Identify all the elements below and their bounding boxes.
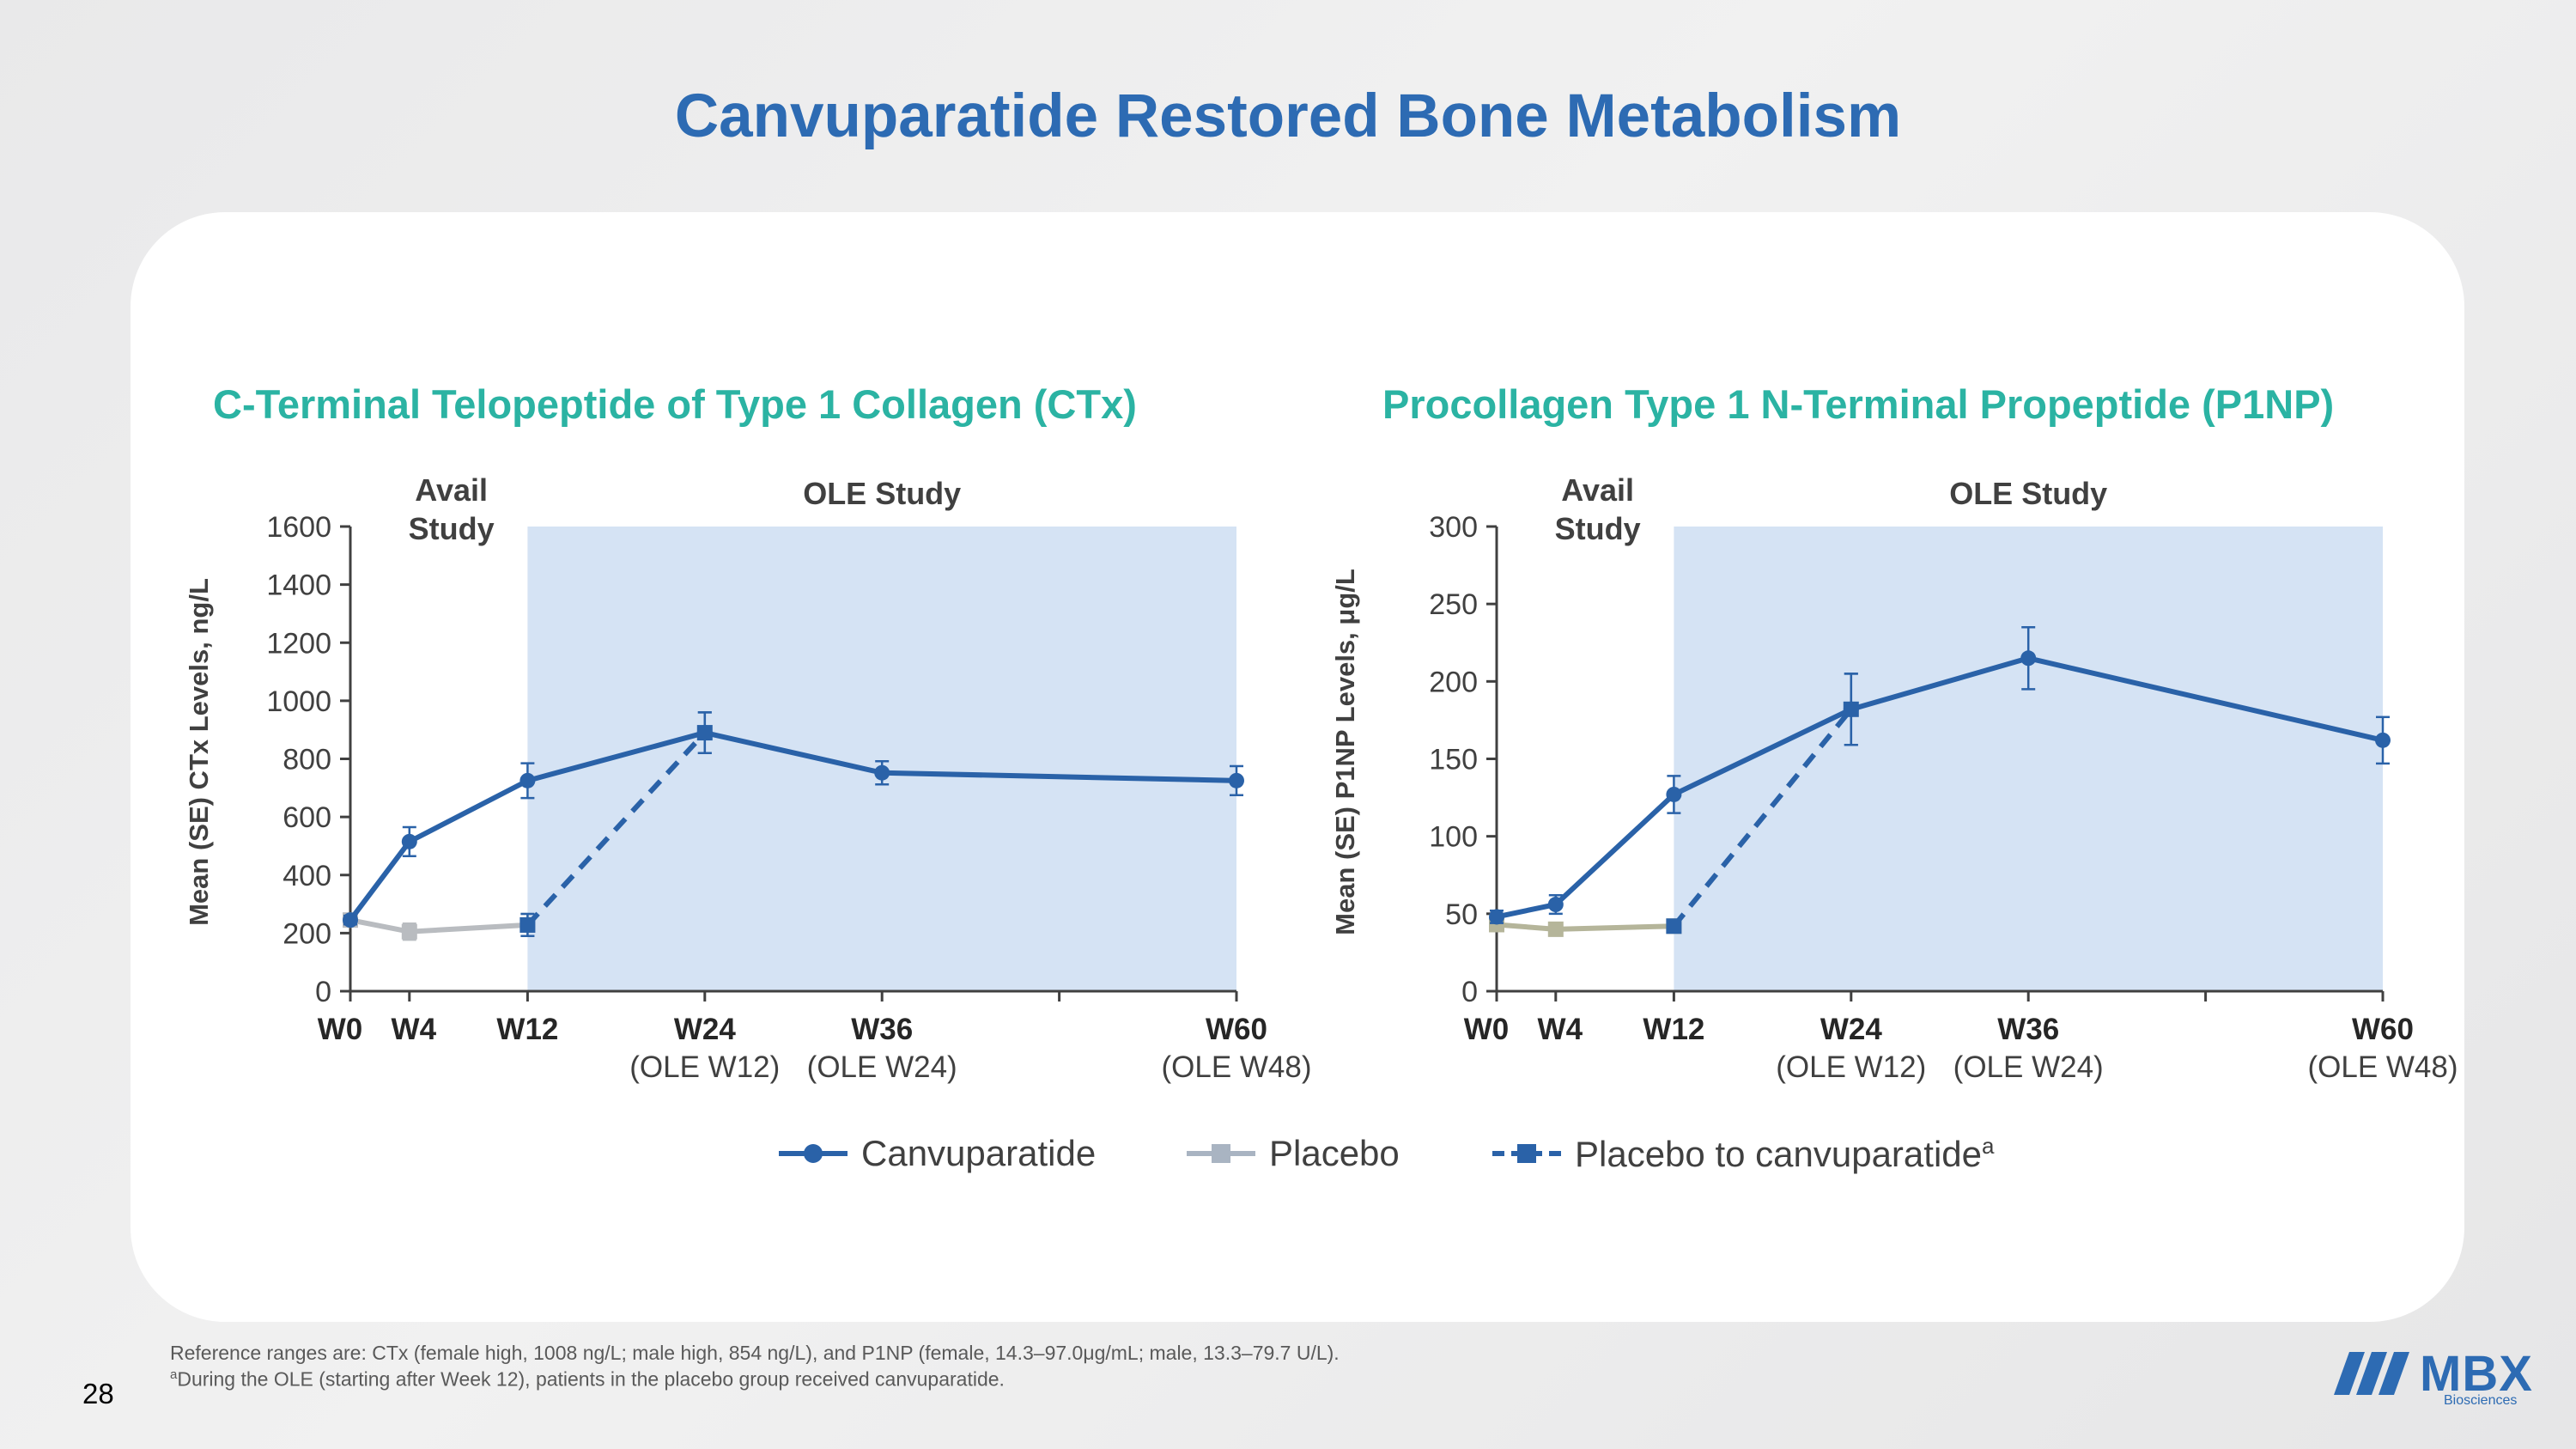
p1np-chart-title: Procollagen Type 1 N-Terminal Propeptide… (1382, 381, 2335, 427)
data-point (1843, 701, 1859, 717)
data-point (519, 916, 536, 933)
x-tick-label: W4 (392, 1013, 437, 1046)
company-logo: MBX Biosciences (2334, 1346, 2532, 1409)
y-tick-label: 200 (283, 917, 331, 950)
x-tick-sublabel: (OLE W12) (629, 1050, 780, 1084)
legend: Canvuparatide Placebo Placebo to canvupa… (0, 1123, 2576, 1184)
y-tick-label: 100 (1429, 821, 1478, 854)
x-tick-label: W36 (1997, 1013, 2059, 1046)
data-point (2375, 732, 2391, 748)
data-point (1547, 897, 1564, 913)
footnote-reference-ranges: Reference ranges are: CTx (female high, … (170, 1342, 1340, 1364)
legend-label: Canvuparatide (861, 1133, 1097, 1173)
legend-label: Placebo (1269, 1133, 1400, 1173)
series-line-placebo (349, 917, 528, 935)
y-tick-label: 1600 (266, 511, 331, 544)
data-point (1666, 786, 1682, 802)
x-tick-sublabel: (OLE W24) (1953, 1050, 2104, 1084)
legend-marker-square-icon (1187, 1144, 1255, 1163)
x-tick-label: W24 (1820, 1013, 1883, 1046)
y-tick-label: 600 (283, 801, 331, 834)
legend-marker-dashed-square-icon (1492, 1144, 1561, 1163)
series-line-canvuparatide (1496, 655, 2384, 920)
logo-text: MBX (2420, 1346, 2533, 1402)
data-point (401, 923, 417, 940)
y-tick-label: 1200 (266, 627, 331, 660)
x-tick-label: W0 (1464, 1013, 1510, 1046)
slide-title: Canvuparatide Restored Bone Metabolism (674, 82, 1902, 150)
x-tick-sublabel: (OLE W48) (2307, 1050, 2458, 1084)
y-tick-label: 150 (1429, 744, 1478, 776)
data-point (401, 833, 417, 849)
x-tick-sublabel: (OLE W48) (1161, 1050, 1311, 1084)
y-axis-label: Mean (SE) P1NP Levels, μg/L (1330, 569, 1360, 935)
series-line-placebo-to-canvuparatide (526, 731, 708, 927)
p1np-chart: Avail Study OLE Study 0 50 100 150 200 250 300 W0 W… (1330, 472, 2458, 1084)
series-line-canvuparatide (348, 730, 1237, 922)
y-tick-label: 200 (1429, 666, 1478, 698)
region-label: OLE Study (803, 476, 961, 511)
ctx-chart: Avail Study OLE Study 0 200 400 600 800 1000 1200… (184, 472, 1312, 1084)
y-tick-label: 800 (283, 744, 331, 776)
series-line-placebo (1496, 922, 1674, 932)
mbx-logo-mark-icon (2334, 1352, 2409, 1395)
region-label: Avail Study (1555, 472, 1641, 546)
x-tick-label: W60 (1206, 1013, 1267, 1046)
data-point (1229, 772, 1244, 788)
ole-shaded-region (1674, 527, 2383, 991)
data-point (1666, 918, 1682, 935)
logo-subtext: Biosciences (2444, 1393, 2518, 1408)
legend-item-canvuparatide: Canvuparatide (777, 1123, 1096, 1184)
data-point (2020, 650, 2037, 667)
x-tick-label: W36 (851, 1013, 913, 1046)
ole-shaded-region (527, 527, 1236, 991)
footnote-ole: aDuring the OLE (starting after Week 12)… (170, 1367, 1005, 1391)
ctx-chart-title: C-Terminal Telopeptide of Type 1 Collage… (213, 381, 1137, 427)
x-tick-sublabel: (OLE W12) (1776, 1050, 1926, 1084)
y-tick-label: 250 (1429, 588, 1478, 621)
x-tick-label: W4 (1538, 1013, 1583, 1046)
series-line-placebo-to-canvuparatide (1672, 707, 1854, 928)
legend-item-placebo-to-canvuparatide: Placebo to canvuparatidea (1491, 1123, 1994, 1184)
region-label: OLE Study (1949, 476, 2107, 511)
y-tick-label: 1400 (266, 569, 331, 602)
y-tick-label: 1000 (266, 685, 331, 718)
region-label: Avail Study (409, 472, 495, 546)
data-point (343, 912, 358, 928)
data-point (874, 764, 890, 781)
page-number: 28 (82, 1378, 114, 1409)
x-tick-label: W12 (496, 1013, 558, 1046)
y-tick-label: 400 (283, 860, 331, 892)
data-point (696, 725, 713, 741)
x-tick-label: W60 (2352, 1013, 2414, 1046)
x-tick-sublabel: (OLE W24) (807, 1050, 957, 1084)
legend-label: Placebo to canvuparatidea (1575, 1132, 1995, 1174)
y-tick-label: 0 (1461, 976, 1478, 1008)
x-tick-label: W24 (674, 1013, 737, 1046)
data-point (1547, 921, 1564, 937)
legend-marker-circle-icon (779, 1144, 848, 1163)
x-tick-label: W0 (318, 1013, 363, 1046)
legend-item-placebo: Placebo (1185, 1123, 1400, 1184)
y-tick-label: 0 (315, 976, 331, 1008)
y-axis-label: Mean (SE) CTx Levels, ng/L (184, 578, 214, 926)
data-point (1489, 909, 1504, 925)
y-tick-label: 50 (1445, 898, 1478, 931)
y-tick-label: 300 (1429, 511, 1478, 544)
x-tick-label: W12 (1643, 1013, 1704, 1046)
data-point (519, 772, 536, 788)
